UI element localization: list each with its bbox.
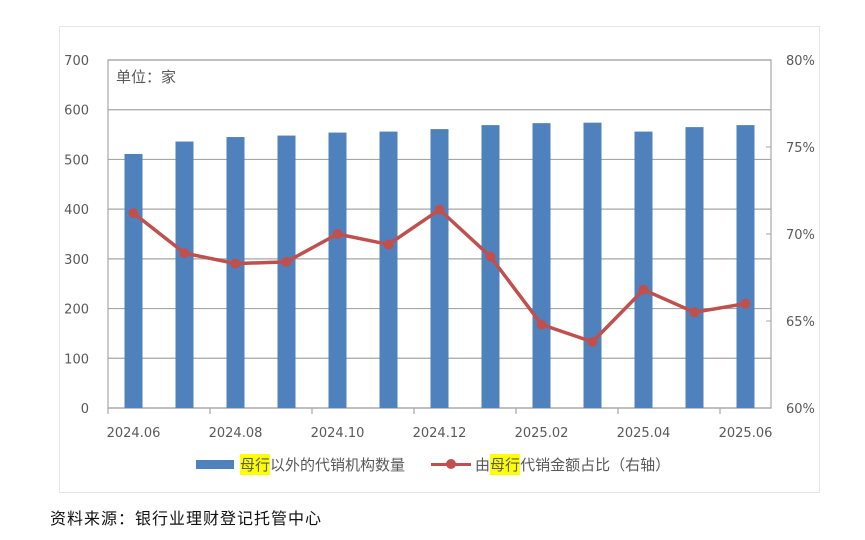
right-axis-tick: 80% xyxy=(786,54,815,69)
bar xyxy=(277,135,296,408)
line-marker xyxy=(740,298,751,309)
x-axis-tick: 2024.12 xyxy=(413,426,467,441)
legend-item-line: 由母行 代销金额占比（右轴） xyxy=(431,453,671,475)
x-axis-tick: 2024.10 xyxy=(311,426,365,441)
left-axis-tick: 700 xyxy=(64,54,89,69)
line-marker xyxy=(383,239,394,250)
unit-note: 单位：家 xyxy=(116,68,176,86)
left-axis-tick: 500 xyxy=(64,153,89,168)
line-marker xyxy=(281,256,292,267)
bar xyxy=(685,127,704,408)
bar xyxy=(226,137,245,409)
legend-highlight: 母行 xyxy=(490,453,521,475)
line-marker xyxy=(689,307,700,318)
x-axis-tick: 2025.02 xyxy=(515,426,569,441)
legend-item-bar: 母行 以外的代销机构数量 xyxy=(196,453,406,475)
line-marker xyxy=(128,208,139,219)
bar xyxy=(736,125,755,408)
line-marker xyxy=(485,251,496,262)
line-marker xyxy=(434,204,445,215)
line-marker xyxy=(536,319,547,330)
bar xyxy=(634,131,653,409)
line-marker xyxy=(587,336,598,347)
line-marker xyxy=(332,229,343,239)
x-axis-tick: 2024.08 xyxy=(209,426,263,441)
x-axis-tick: 2024.06 xyxy=(107,426,161,441)
chart-legend: 母行 以外的代销机构数量 由母行 代销金额占比（右轴） xyxy=(196,452,696,476)
left-axis-tick: 0 xyxy=(81,402,89,417)
left-axis-tick: 400 xyxy=(64,203,89,218)
right-axis-tick: 60% xyxy=(786,402,815,417)
legend-label: 代销金额占比（右轴） xyxy=(520,455,671,474)
bar xyxy=(481,125,500,408)
bar xyxy=(430,129,449,409)
line-marker xyxy=(230,258,241,269)
left-axis-tick: 100 xyxy=(64,352,89,367)
bar xyxy=(583,122,602,408)
bar xyxy=(379,131,398,409)
left-axis-tick: 300 xyxy=(64,253,89,268)
right-axis-tick: 70% xyxy=(786,228,815,243)
bar xyxy=(328,132,347,408)
x-axis-tick: 2025.06 xyxy=(719,426,773,441)
bar xyxy=(124,153,143,408)
legend-label: 以外的代销机构数量 xyxy=(270,455,406,474)
source-note: 资料来源：银行业理财登记托管中心 xyxy=(50,509,323,528)
left-axis-tick: 200 xyxy=(64,303,89,318)
x-axis-tick: 2025.04 xyxy=(617,426,671,441)
line-marker-icon xyxy=(431,458,472,470)
legend-prefix: 由 xyxy=(475,455,491,474)
bar xyxy=(532,123,551,408)
bar xyxy=(175,141,194,408)
bar-swatch-icon xyxy=(196,459,234,469)
legend-highlight: 母行 xyxy=(240,453,271,475)
line-marker xyxy=(638,284,649,295)
left-axis-tick: 600 xyxy=(64,104,89,119)
right-axis-tick: 65% xyxy=(786,315,815,330)
right-axis-tick: 75% xyxy=(786,141,815,156)
line-marker xyxy=(179,248,190,259)
